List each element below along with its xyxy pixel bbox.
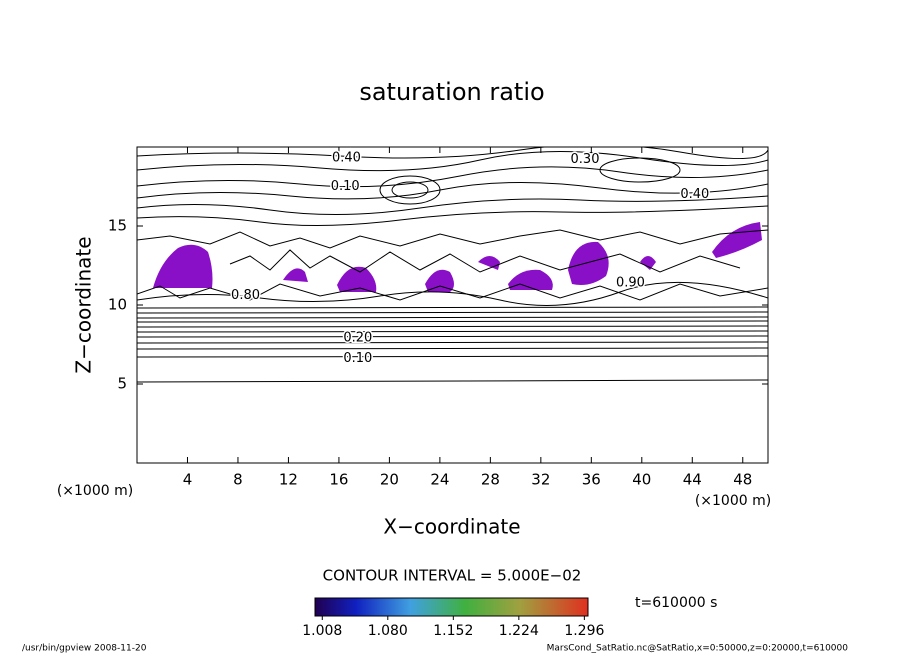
contour-label: 0.80 (231, 288, 260, 303)
colorbar (314, 597, 589, 617)
plot-frame (136, 146, 769, 464)
contour-line (137, 316, 768, 319)
contour-line (137, 150, 768, 172)
contour-line (137, 330, 768, 333)
contour-line (137, 311, 768, 314)
time-label: t=610000 s (635, 595, 717, 611)
x-tick-label: 48 (733, 471, 752, 489)
contour-lines (137, 147, 768, 383)
contour-line (137, 335, 768, 338)
contour-label: 0.40 (332, 151, 361, 166)
contour-line (137, 306, 768, 309)
y-tick-label: 10 (108, 296, 127, 314)
contour-label: 0.90 (616, 275, 645, 290)
contour-label: 0.30 (571, 152, 600, 167)
contour-label: 0.10 (331, 179, 360, 194)
x-tick-label: 44 (683, 471, 702, 489)
x-unit: (×1000 m) (695, 493, 771, 509)
contour-label: 0.20 (343, 331, 372, 346)
contour-line (137, 147, 768, 159)
contour-line (379, 175, 441, 205)
x-tick-label: 40 (632, 471, 651, 489)
contour-line (137, 195, 768, 216)
x-tick-label: 8 (233, 471, 243, 489)
footer-left: /usr/bin/gpview 2008-11-20 (22, 644, 147, 654)
contour-line (137, 166, 768, 188)
x-axis-label: X−coordinate (383, 515, 520, 539)
contour-label: 0.10 (343, 351, 372, 366)
x-tick-label: 16 (329, 471, 348, 489)
x-tick-label: 24 (430, 471, 449, 489)
contour-interval: CONTOUR INTERVAL = 5.000E−02 (323, 567, 582, 585)
colorbar-tick-label: 1.224 (499, 623, 539, 639)
contour-line (137, 379, 768, 383)
colorbar-tick-label: 1.080 (368, 623, 408, 639)
x-tick-label: 28 (481, 471, 500, 489)
contour-line (137, 283, 768, 301)
x-tick-label: 32 (531, 471, 550, 489)
contour-label: 0.40 (680, 187, 709, 202)
supersaturation-fill (153, 222, 762, 292)
y-axis-label: Z−coordinate (72, 236, 96, 373)
y-tick-label: 5 (117, 375, 127, 393)
footer-right: MarsCond_SatRatio.nc@SatRatio,x=0:50000,… (547, 644, 849, 654)
contours (137, 147, 768, 383)
contour-line (137, 320, 768, 323)
x-tick-label: 12 (279, 471, 298, 489)
y-tick-label: 15 (108, 217, 127, 235)
contour-line (599, 157, 681, 183)
y-unit: (×1000 m) (57, 483, 133, 499)
x-tick-label: 20 (380, 471, 399, 489)
x-tick-label: 36 (582, 471, 601, 489)
chart-title: saturation ratio (359, 78, 544, 106)
contour-line (137, 181, 768, 200)
contour-line (137, 325, 768, 328)
contour-line (137, 347, 768, 350)
contour-line (137, 341, 768, 344)
colorbar-tick-label: 1.152 (433, 623, 473, 639)
contour-line (137, 355, 768, 358)
colorbar-tick-label: 1.296 (564, 623, 604, 639)
x-tick-label: 4 (183, 471, 193, 489)
contour-line (137, 205, 768, 227)
contour-line (137, 281, 768, 306)
contour-line (229, 249, 741, 273)
contour-line (391, 181, 429, 199)
contour-line (137, 229, 768, 249)
colorbar-tick-label: 1.008 (302, 623, 342, 639)
